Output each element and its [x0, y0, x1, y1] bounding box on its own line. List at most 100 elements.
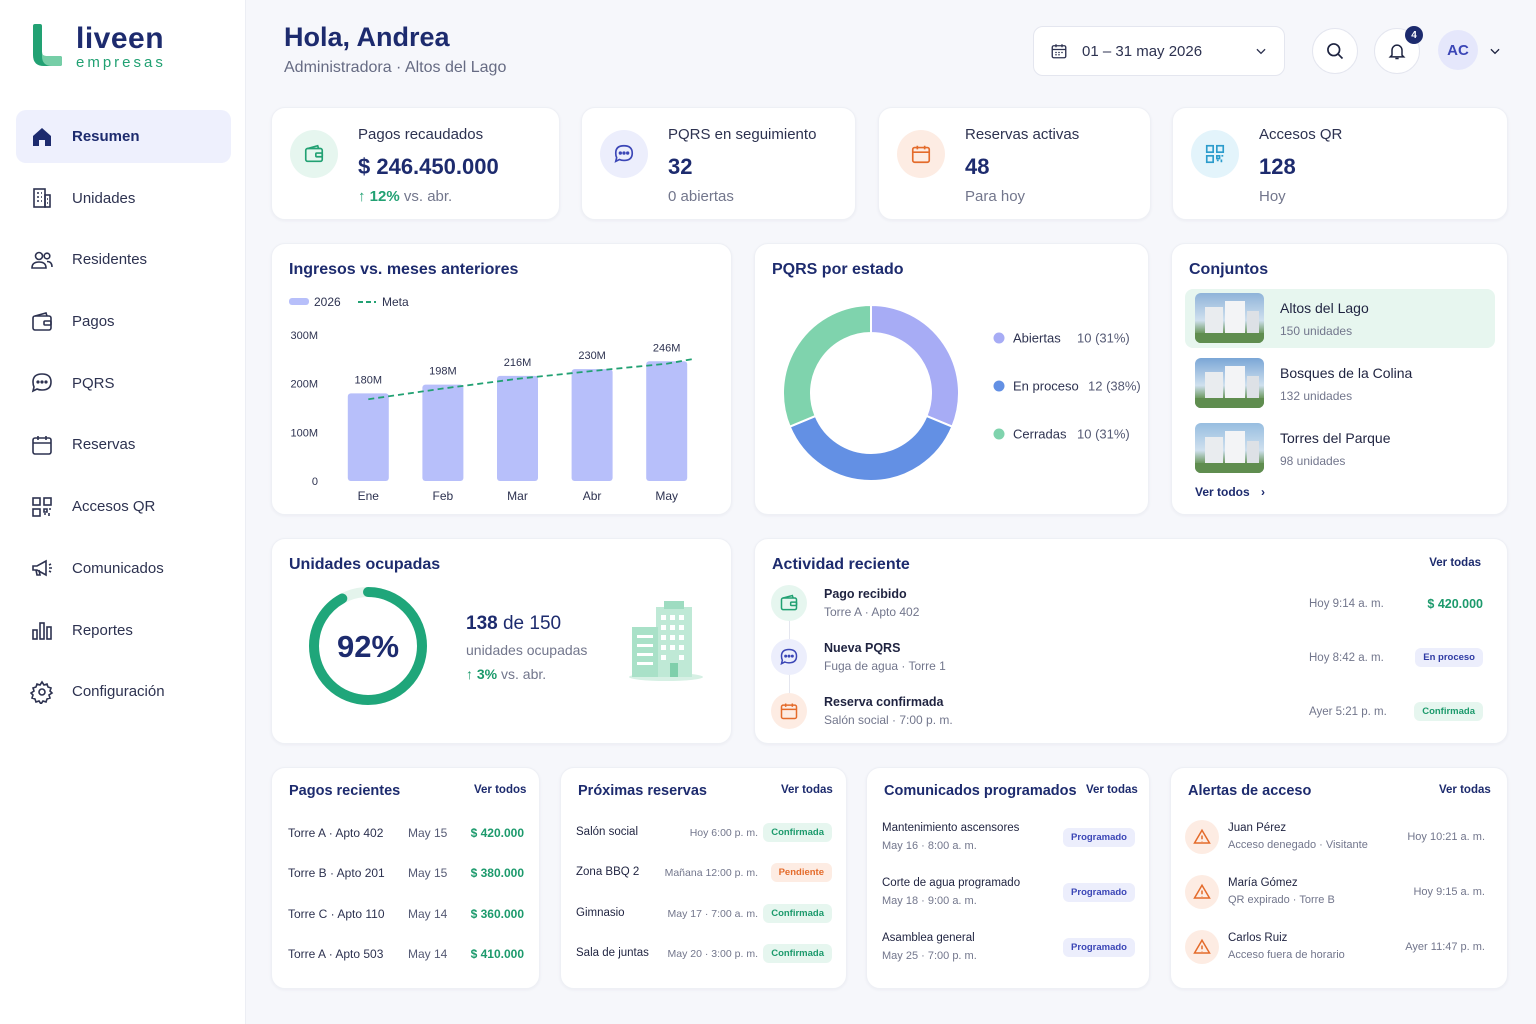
activity-icon-wrap	[771, 693, 807, 729]
sidebar-item-pagos[interactable]: Pagos	[16, 295, 231, 348]
sidebar-nav: Resumen Unidades Residentes Pagos PQRS R…	[16, 110, 231, 727]
activity-title[interactable]: Reserva confirmada	[824, 695, 944, 709]
units-gauge: 92%	[309, 587, 427, 705]
stat-card-pagos[interactable]: Pagos recaudados $ 246.450.000 ↑ 12% vs.…	[271, 107, 560, 220]
date-range-picker[interactable]: 01 – 31 may 2026	[1033, 26, 1285, 76]
ver-todas-alertas-link[interactable]: Ver todas	[1439, 784, 1491, 796]
sidebar-item-residentes[interactable]: Residentes	[16, 233, 231, 286]
activity-title[interactable]: Nueva PQRS	[824, 641, 901, 655]
x-tick-label: Abr	[583, 489, 602, 503]
status-badge-wrap: Confirmada	[1414, 701, 1483, 721]
page-subtitle: Administradora · Altos del Lago	[284, 59, 507, 76]
legend-label: Abiertas	[1013, 331, 1061, 346]
sidebar-item-label: Reportes	[72, 621, 133, 639]
greeting-block: Hola, Andrea Administradora · Altos del …	[284, 22, 506, 77]
payment-amount: $ 420.000	[470, 826, 524, 840]
status-badge-wrap: Programado	[1063, 882, 1135, 902]
stat-card-reservas[interactable]: Reservas activas 48 Para hoy	[878, 107, 1151, 220]
delta-value: 12%	[369, 188, 400, 205]
conjunto-name[interactable]: Bosques de la Colina	[1280, 365, 1413, 381]
ver-todas-comunicados-link[interactable]: Ver todas	[1086, 784, 1138, 796]
card-title: Comunicados programados	[884, 783, 1077, 799]
pqrs-donut-chart: Abiertas 10 (31%) En proceso 12 (38%) Cerrad…	[782, 303, 1141, 482]
y-tick-label: 200M	[290, 379, 318, 391]
sidebar-item-reservas[interactable]: Reservas	[16, 418, 231, 471]
payment-date: May 15	[408, 826, 448, 840]
legend-share: 10 (31%)	[1077, 331, 1130, 346]
notice-title[interactable]: Mantenimiento ascensores	[882, 822, 1020, 834]
payment-amount: $ 410.000	[470, 946, 524, 961]
stat-card-pqrs[interactable]: PQRS en seguimiento 32 0 abiertas	[581, 107, 856, 220]
brand-logo[interactable]: liveen empresas	[30, 24, 166, 71]
payment-date: May 14	[408, 906, 448, 921]
sidebar-item-label: Configuración	[72, 683, 165, 701]
page-title: Hola, Andrea	[284, 22, 450, 52]
conjunto-thumbnail	[1195, 423, 1264, 473]
income-bar	[646, 361, 688, 481]
card-title: Conjuntos	[1189, 261, 1269, 278]
sidebar-item-label: Unidades	[72, 189, 136, 207]
sidebar-item-label: Pagos	[72, 313, 115, 331]
conjunto-name[interactable]: Torres del Parque	[1280, 430, 1391, 446]
sidebar-item-pqrs[interactable]: PQRS	[16, 357, 231, 410]
units-delta: ↑ 3% vs. abr.	[466, 666, 546, 682]
sidebar: liveen empresas Resumen Unidades Residen…	[0, 0, 246, 1024]
sidebar-item-resumen[interactable]: Resumen	[16, 110, 231, 163]
card-title: Alertas de acceso	[1188, 783, 1312, 799]
booking-place[interactable]: Sala de juntas	[576, 946, 649, 959]
alert-name[interactable]: María Gómez	[1228, 877, 1298, 889]
notice-title[interactable]: Corte de agua programado	[882, 877, 1021, 889]
notice-when: May 18 · 9:00 a. m.	[882, 895, 977, 907]
status-badge: Confirmada	[763, 903, 832, 923]
card-title: Próximas reservas	[578, 783, 707, 799]
ver-todos-pagos-link[interactable]: Ver todos	[474, 784, 527, 796]
alert-name[interactable]: Juan Pérez	[1228, 822, 1287, 834]
stat-card-accesos[interactable]: Accesos QR 128 Hoy	[1172, 107, 1508, 220]
status-badge: Confirmada	[763, 823, 832, 842]
home-icon	[33, 127, 51, 146]
notice-title[interactable]: Asamblea general	[882, 932, 975, 944]
alert-name[interactable]: Carlos Ruiz	[1228, 932, 1288, 944]
payment-unit[interactable]: Torre A · Apto 503	[288, 946, 384, 961]
activity-time: Ayer 5:21 p. m.	[1309, 706, 1387, 718]
status-badge-wrap: Pendiente	[770, 862, 832, 883]
units-sub: unidades ocupadas	[466, 642, 588, 658]
payment-unit[interactable]: Torre B · Apto 201	[288, 866, 385, 881]
ver-todas-actividad-link[interactable]: Ver todas	[1429, 557, 1481, 569]
activity-icon-wrap	[771, 585, 807, 621]
sidebar-item-unidades[interactable]: Unidades	[16, 172, 231, 225]
calendar-icon	[1051, 44, 1067, 59]
ver-todos-conjuntos-link[interactable]: Ver todos ›	[1195, 485, 1265, 499]
card-title: Unidades ocupadas	[289, 556, 441, 573]
notifications-button[interactable]: 4	[1374, 26, 1423, 74]
stat-value: 48	[965, 154, 990, 179]
conjunto-name[interactable]: Altos del Lago	[1280, 300, 1369, 316]
legend-share: 12 (38%)	[1088, 379, 1141, 394]
payment-unit[interactable]: Torre C · Apto 110	[288, 906, 385, 921]
ver-todas-reservas-link[interactable]: Ver todas	[781, 784, 833, 796]
payment-unit[interactable]: Torre A · Apto 402	[288, 826, 384, 840]
conjunto-thumbnail	[1195, 293, 1264, 343]
gauge-arc	[309, 587, 427, 705]
payment-date: May 14	[408, 946, 448, 961]
sidebar-item-accesos-qr[interactable]: Accesos QR	[16, 480, 231, 533]
legend-share: 10 (31%)	[1077, 427, 1130, 442]
stat-label: PQRS en seguimiento	[668, 126, 817, 143]
sidebar-item-configuracion[interactable]: Configuración	[16, 665, 231, 718]
income-bar	[497, 375, 538, 481]
legend-label: Cerradas	[1013, 427, 1067, 442]
sidebar-item-reportes[interactable]: Reportes	[16, 604, 231, 657]
booking-place[interactable]: Zona BBQ 2	[576, 866, 640, 879]
chevron-down-icon[interactable]	[1488, 44, 1502, 58]
y-tick-label: 300M	[290, 330, 318, 342]
booking-place[interactable]: Salón social	[576, 826, 639, 838]
alert-time: Ayer 11:47 p. m.	[1405, 941, 1485, 953]
legend-label: En proceso	[1013, 379, 1079, 394]
search-button[interactable]	[1312, 28, 1358, 74]
stat-label: Reservas activas	[965, 126, 1080, 143]
sidebar-item-comunicados[interactable]: Comunicados	[16, 542, 231, 595]
avatar[interactable]: AC	[1438, 30, 1478, 70]
booking-place[interactable]: Gimnasio	[576, 906, 625, 919]
conjunto-units: 150 unidades	[1280, 324, 1353, 338]
activity-title[interactable]: Pago recibido	[824, 587, 907, 601]
